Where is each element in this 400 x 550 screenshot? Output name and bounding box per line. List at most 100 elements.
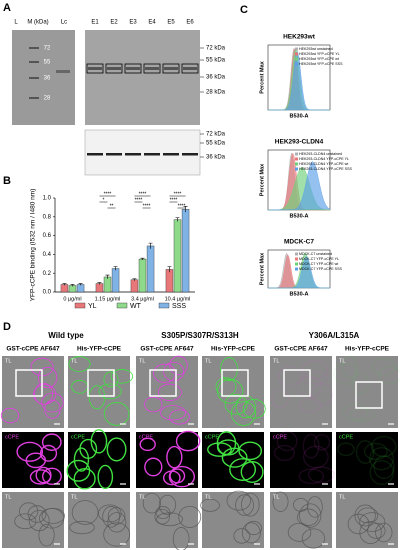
cell-outline bbox=[38, 523, 55, 547]
cell-outline bbox=[233, 528, 251, 544]
cell-outline bbox=[156, 512, 183, 527]
channel-label: TL bbox=[205, 358, 211, 364]
cell-outline bbox=[19, 502, 39, 521]
cell-outline bbox=[155, 506, 171, 520]
y-axis-label: YFP-cCPE binding (I532 nm / I480 nm) bbox=[30, 189, 37, 302]
band bbox=[126, 67, 140, 70]
plot-title: HEK293-CLDN4 bbox=[275, 139, 324, 146]
zoom-box bbox=[87, 369, 115, 397]
bar bbox=[138, 258, 147, 293]
cell-outline bbox=[313, 433, 331, 451]
cell-outline bbox=[37, 366, 58, 389]
band-box bbox=[181, 63, 199, 74]
error-bar bbox=[167, 266, 172, 273]
cell-outline bbox=[241, 522, 261, 544]
channel-label: TL bbox=[71, 494, 77, 500]
cell-outline bbox=[158, 494, 177, 515]
y-tick-label: 0.2 bbox=[43, 271, 52, 277]
cell-outline bbox=[373, 455, 395, 480]
gel-left bbox=[12, 30, 75, 125]
legend-swatch bbox=[116, 302, 128, 309]
legend-label: MDCK-C7 YFP-cCPE wt bbox=[299, 262, 338, 266]
plot-title: MDCK-C7 bbox=[284, 239, 314, 246]
marker-label: 28 bbox=[44, 96, 51, 102]
x-tick-label: 0 µg/ml bbox=[63, 296, 81, 302]
legend-label: HEK293wt YFP-cCPE YL bbox=[299, 52, 340, 56]
bar bbox=[68, 285, 77, 293]
error-bar bbox=[62, 283, 67, 286]
cell-outline bbox=[41, 392, 64, 413]
legend-swatch bbox=[158, 302, 170, 309]
channel-label: cCPE bbox=[205, 434, 219, 440]
cell-outline bbox=[272, 491, 289, 512]
cell-outline bbox=[229, 458, 257, 481]
cell-outline bbox=[27, 505, 47, 523]
x-tick-label: 3.4 µg/ml bbox=[131, 296, 154, 302]
cell-outline bbox=[224, 394, 248, 415]
cell-outline bbox=[168, 465, 196, 488]
cell-outline bbox=[359, 520, 382, 544]
cell-outline bbox=[307, 466, 335, 484]
cell-outline bbox=[302, 370, 329, 385]
gel-right bbox=[85, 30, 200, 125]
marker-label: 72 bbox=[44, 46, 51, 52]
cell-outline bbox=[106, 437, 127, 462]
cell-outline bbox=[301, 528, 326, 549]
micrograph bbox=[336, 432, 398, 488]
legend-swatch bbox=[295, 57, 298, 61]
marker-label: 36 kDa bbox=[206, 75, 226, 81]
histogram bbox=[268, 256, 330, 289]
marker-band bbox=[29, 97, 39, 99]
cell-outline bbox=[41, 507, 65, 524]
bar bbox=[130, 279, 139, 293]
marker-label: 36 bbox=[44, 76, 51, 82]
zoom-box bbox=[149, 369, 177, 397]
micrograph bbox=[136, 492, 198, 548]
cell-outline bbox=[69, 520, 95, 535]
cell-outline bbox=[369, 460, 394, 486]
micrograph bbox=[270, 356, 332, 428]
cell-outline bbox=[292, 498, 309, 512]
cell-outline bbox=[302, 433, 320, 459]
wb-band bbox=[87, 153, 103, 156]
cell-outline bbox=[169, 409, 190, 425]
cell-outline bbox=[163, 361, 185, 382]
plot-title: HEK293wt bbox=[283, 34, 316, 41]
sig-label: **** bbox=[143, 203, 151, 209]
lane-label: E3 bbox=[129, 20, 137, 26]
sig-label: **** bbox=[178, 203, 186, 209]
marker-label: 55 kDa bbox=[206, 141, 226, 147]
cell-outline bbox=[226, 490, 252, 511]
cell-outline bbox=[175, 430, 201, 452]
cell-outline bbox=[369, 447, 395, 471]
cell-outline bbox=[103, 371, 119, 388]
cell-outline bbox=[73, 447, 90, 472]
y-tick-label: 0.0 bbox=[43, 290, 52, 296]
wb-band bbox=[106, 153, 122, 156]
cell-outline bbox=[359, 512, 386, 532]
bar bbox=[76, 284, 85, 293]
cell-outline bbox=[370, 435, 397, 458]
error-bar bbox=[97, 282, 102, 285]
micrograph bbox=[336, 356, 398, 428]
marker-label: 55 kDa bbox=[206, 58, 226, 64]
cell-outline bbox=[68, 356, 91, 372]
channel-label: cCPE bbox=[71, 434, 85, 440]
cell-outline bbox=[25, 452, 47, 469]
cell-outline bbox=[363, 442, 388, 461]
sig-label: * bbox=[102, 197, 104, 203]
cell-outline bbox=[66, 459, 91, 482]
cell-outline bbox=[142, 492, 161, 514]
error-bar bbox=[148, 242, 153, 249]
channel-label: TL bbox=[273, 358, 279, 364]
cell-outline bbox=[342, 355, 358, 379]
micrograph bbox=[270, 432, 332, 488]
legend-label: HEK293wt unstained bbox=[299, 47, 333, 51]
lane-label: E5 bbox=[167, 20, 175, 26]
column-subtitle: GST-cCPE AF647 bbox=[274, 346, 328, 353]
column-title: S305P/S307R/S313H bbox=[161, 331, 239, 340]
cell-outline bbox=[299, 398, 322, 413]
column-subtitle: GST-cCPE AF647 bbox=[6, 346, 60, 353]
cell-outline bbox=[371, 358, 397, 375]
lane-label: L bbox=[14, 20, 18, 26]
